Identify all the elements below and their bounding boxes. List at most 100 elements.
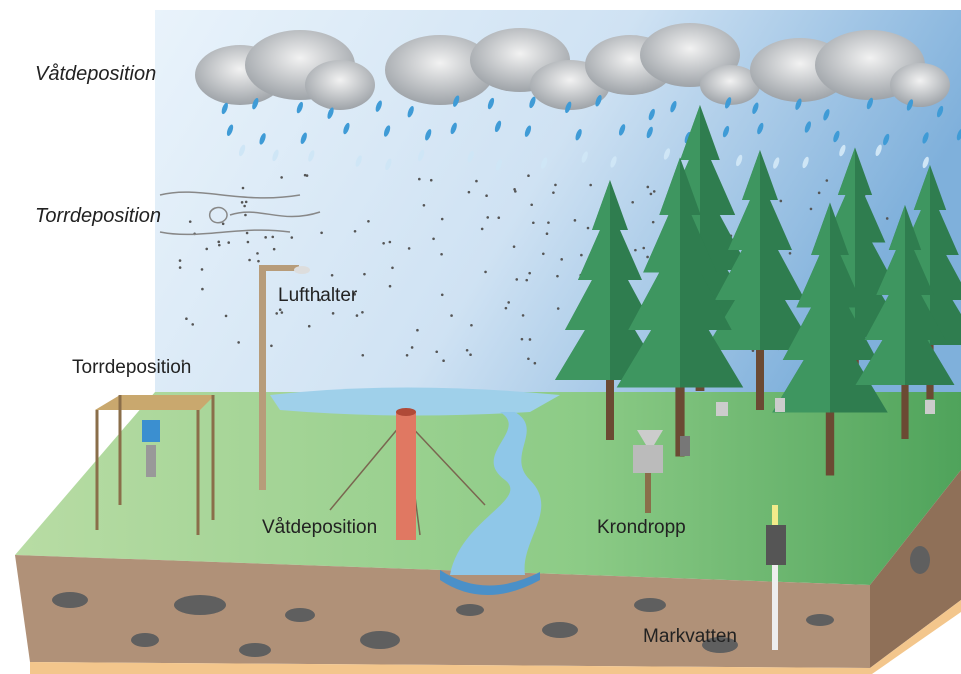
raindrop — [418, 149, 425, 162]
particle — [248, 258, 251, 262]
raindrop — [495, 159, 502, 171]
raindrop — [581, 151, 588, 163]
raindrop — [296, 101, 303, 114]
particle — [554, 183, 557, 187]
particle — [580, 253, 583, 257]
particle — [547, 221, 550, 224]
particle — [527, 357, 530, 361]
particle — [485, 194, 488, 198]
particle — [331, 312, 335, 315]
particle — [528, 338, 532, 341]
particle — [527, 174, 530, 178]
raindrop — [238, 144, 246, 157]
raindrop — [833, 130, 840, 143]
particle — [307, 324, 311, 328]
particle — [817, 191, 821, 195]
raindrop — [425, 129, 432, 141]
particle — [480, 227, 484, 231]
particle — [391, 266, 394, 270]
particle — [528, 271, 531, 275]
particle — [178, 259, 182, 262]
particle — [486, 216, 490, 219]
particle — [556, 274, 559, 278]
particle — [305, 174, 309, 177]
raindrop — [595, 95, 602, 107]
particle — [407, 247, 411, 250]
particle — [185, 317, 188, 320]
particle — [450, 314, 453, 317]
raindrop — [922, 132, 929, 144]
particle — [440, 217, 444, 221]
raindrop — [936, 105, 944, 118]
raindrop — [875, 144, 882, 157]
raindrop — [752, 102, 759, 114]
particle — [646, 185, 650, 189]
particle — [825, 179, 829, 182]
particle — [181, 359, 185, 363]
raindrop — [802, 156, 809, 169]
particle — [256, 252, 259, 255]
raindrop — [383, 125, 391, 137]
raindrop — [453, 95, 460, 107]
particle — [651, 220, 655, 224]
particle — [573, 219, 577, 222]
particle — [560, 258, 563, 261]
raindrop — [385, 158, 392, 171]
raindrop — [308, 150, 315, 162]
particle — [512, 245, 516, 248]
particle — [467, 190, 471, 194]
particle — [361, 353, 365, 357]
raindrop — [883, 133, 890, 146]
instrument-label: Våtdeposition — [262, 517, 377, 538]
particle — [515, 278, 519, 281]
particle — [224, 314, 228, 318]
raindrop — [610, 156, 617, 168]
raindrop — [252, 97, 259, 110]
particle — [788, 251, 792, 255]
raindrop — [450, 122, 457, 135]
raindrop — [272, 149, 279, 162]
raindrop — [773, 157, 780, 169]
particle — [432, 237, 435, 241]
raindrop — [524, 125, 532, 137]
raindrop — [327, 107, 334, 119]
stones — [52, 546, 930, 657]
particle — [264, 236, 267, 239]
raindrop — [757, 122, 764, 135]
particle — [556, 307, 560, 310]
particle — [205, 247, 209, 251]
process-label: Torrdeposition — [35, 205, 161, 227]
particle — [809, 207, 813, 211]
particle — [363, 272, 366, 276]
particle — [303, 173, 307, 177]
wind — [159, 191, 321, 236]
particle — [355, 314, 359, 317]
raindrop — [648, 108, 655, 121]
particle — [465, 348, 469, 352]
raindrop — [529, 96, 536, 109]
raindrop — [823, 109, 830, 121]
instrument-label: Krondropp — [597, 517, 686, 538]
particle — [469, 353, 472, 357]
river-mouth — [440, 570, 540, 595]
instrument-label: Lufthalter — [278, 285, 358, 306]
raindrop — [724, 97, 732, 109]
rain — [221, 95, 961, 171]
raindrop — [575, 129, 582, 141]
instrument-label: Markvatten — [643, 626, 737, 647]
raindrop — [922, 156, 929, 169]
particle — [429, 178, 433, 182]
particle — [440, 293, 444, 297]
particle — [280, 176, 283, 179]
particle — [484, 270, 487, 274]
raindrop — [804, 121, 811, 133]
particle — [227, 241, 231, 244]
soil-front — [15, 555, 870, 668]
particle — [530, 203, 533, 207]
particle — [634, 248, 637, 252]
particle — [246, 240, 250, 244]
particle — [218, 243, 221, 247]
particle — [589, 183, 592, 187]
raindrop — [407, 106, 414, 118]
